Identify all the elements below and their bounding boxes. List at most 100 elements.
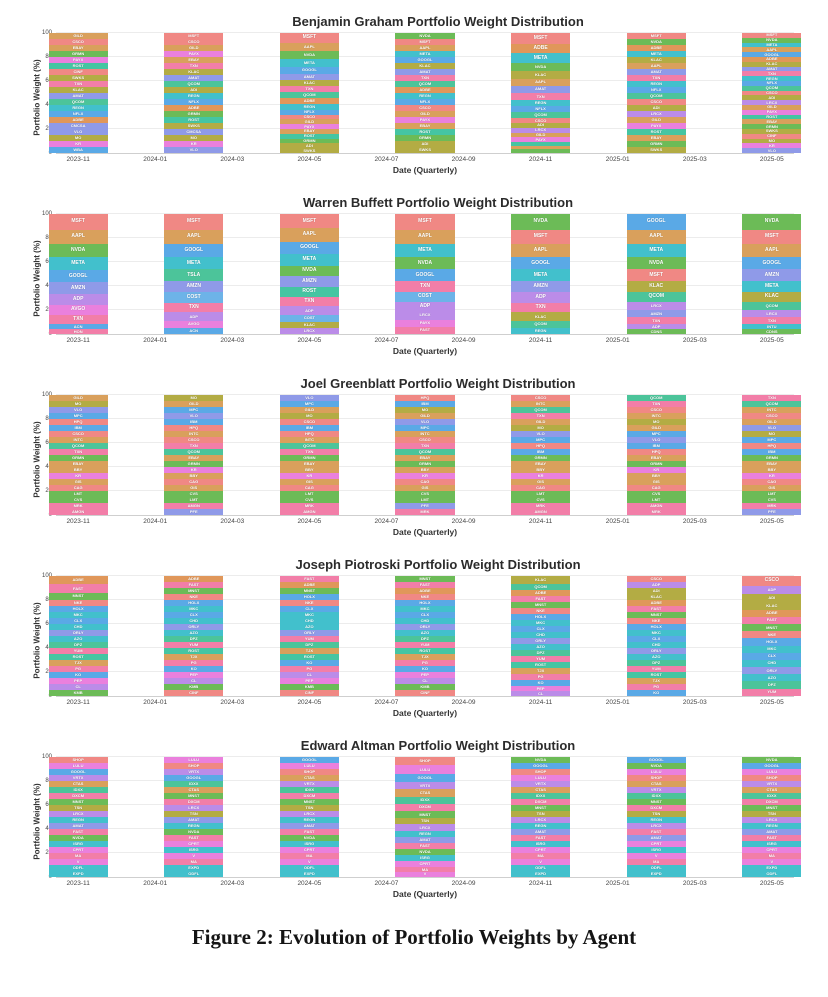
segment-ticker-label: EBAY [72, 45, 84, 50]
segment-ticker-label: MSFT [302, 217, 317, 224]
bar-segment: KR [742, 473, 802, 479]
bar-segment: REGN [511, 327, 571, 334]
bar-segment: AMAT [742, 829, 802, 835]
bar-segment: MSFT [511, 33, 571, 44]
bar-segment: AMAT [626, 835, 686, 841]
bar-segment: KLAC [626, 281, 686, 292]
bar-segment: AAPL [164, 229, 224, 244]
segment-ticker-label: MRK [651, 509, 661, 514]
bar-segment: ORLY [395, 624, 455, 630]
bar-segment: GILD [626, 425, 686, 431]
x-axis-label: Date (Quarterly) [392, 527, 458, 537]
x-tick-label: 2025-05 [759, 518, 784, 525]
bar-segment: NVDA [48, 243, 108, 258]
bar-segment: TXN [48, 81, 108, 87]
bar-segment: MNST [279, 799, 339, 805]
bar-segment: MKC [279, 612, 339, 618]
bar-segment: KLAC [279, 321, 339, 328]
x-tick-label: 2025-01 [605, 699, 630, 706]
segment-ticker-label: IBM [652, 443, 660, 448]
bar-segment: CLX [511, 626, 571, 633]
segment-ticker-label: HPQ [189, 425, 199, 430]
segment-ticker-label: CVS [305, 497, 314, 502]
bar-segment: IDXX [48, 787, 108, 793]
bar-segment: GIS [511, 479, 571, 485]
segment-ticker-label: CPRT [766, 847, 778, 852]
bar-segment: REGN [626, 81, 686, 87]
segment-ticker-label: CHD [767, 660, 777, 666]
bar-segment: LULU [279, 763, 339, 769]
segment-ticker-label: IBM [768, 449, 776, 454]
bar-segment: VRTX [48, 775, 108, 781]
bar-segment: ORLY [511, 638, 571, 645]
x-tick-label: 2025-03 [682, 699, 707, 706]
bar-segment: ROST [742, 114, 802, 120]
segment-ticker-label: CPRT [650, 841, 662, 846]
segment-ticker-label: KLAC [188, 69, 200, 74]
bar-segment: INTC [511, 401, 571, 407]
segment-ticker-label: ROST [72, 63, 84, 68]
segment-ticker-label: NFLX [72, 111, 84, 116]
bar-segment: ADBE [626, 600, 686, 606]
segment-ticker-label: QCOM [303, 443, 316, 448]
segment-ticker-label: IBM [536, 449, 545, 454]
segment-ticker-label: AAPL [418, 233, 432, 240]
segment-ticker-label: SHOP [650, 775, 662, 780]
segment-ticker-label: LRCX [303, 811, 315, 816]
bar-segment: GOOGL [164, 775, 224, 781]
segment-ticker-label: MSFT [302, 34, 317, 41]
x-tick-label: 2025-01 [605, 880, 630, 887]
segment-ticker-label: NKE [652, 618, 661, 623]
segment-ticker-label: HPQ [651, 449, 661, 454]
segment-ticker-label: AAPL [766, 47, 778, 52]
segment-ticker-label: ISRG [651, 847, 662, 852]
segment-ticker-label: QCOM [71, 99, 85, 104]
bar-segment: ORLY [626, 648, 686, 654]
segment-ticker-label: MNST [766, 805, 778, 810]
segment-ticker-label: IBM [421, 401, 429, 406]
bar-segment: VRTX [279, 781, 339, 787]
stacked-bar: MSFT NVDA ADBE META KLAC AAPL AMAT TXN REGN NFLX Q… [626, 33, 686, 153]
bar-segment: GRMN [395, 461, 455, 467]
segment-ticker-label: KO [653, 690, 660, 695]
segment-ticker-label: CVS [189, 491, 198, 496]
segment-ticker-label: ROST [766, 114, 778, 119]
segment-ticker-label: AMGN [187, 503, 200, 508]
segment-ticker-label: EXPD [188, 865, 200, 870]
segment-ticker-label: LRCX [535, 127, 547, 133]
segment-ticker-label: ADP [189, 313, 198, 319]
segment-ticker-label: IDXX [73, 787, 83, 792]
bar-segment: FAST [511, 835, 571, 841]
segment-ticker-label: ODFL [535, 865, 547, 870]
segment-ticker-label: QCOM [418, 449, 432, 454]
bar-segment: CSCO [511, 118, 571, 123]
bar-segment: EBAY [395, 455, 455, 461]
bar-segment: CINF [395, 690, 455, 696]
segment-ticker-label: VLO [536, 431, 545, 436]
segment-ticker-label: MO [537, 425, 544, 430]
bar-segment: PEP [48, 677, 108, 684]
segment-ticker-label: MSFT [765, 233, 779, 240]
bar-segment: AZO [395, 630, 455, 636]
bar-segment: TXN [626, 317, 686, 325]
bar-segment: DPZ [626, 660, 686, 666]
segment-ticker-label: GOOGL [417, 774, 433, 780]
bar-segment: MPC [511, 437, 571, 443]
segment-ticker-label: LRCX [419, 312, 431, 318]
bar-segment: CSCO [626, 576, 686, 582]
stacked-bar: ADBE FAST MNST NKE HOLX MKC CLX CHD ORLY AZO DPZ YU… [48, 576, 108, 696]
bar-segment: TXN [48, 449, 108, 455]
bar-segment [511, 142, 571, 146]
segment-ticker-label: PG [75, 665, 82, 671]
segment-ticker-label: KR [306, 473, 313, 478]
bar-segment: LMT [279, 491, 339, 497]
segment-ticker-label: PG [422, 660, 428, 665]
x-tick-label: 2024-07 [374, 518, 399, 525]
segment-ticker-label: CAG [189, 479, 199, 484]
segment-ticker-label: MRK [536, 503, 546, 508]
segment-ticker-label: GOOGL [764, 763, 780, 768]
bar-segment: GIS [626, 479, 686, 485]
segment-ticker-label: AAPL [71, 233, 85, 240]
bar-segment: EBAY [511, 461, 571, 467]
segment-ticker-label: QCOM [187, 81, 200, 86]
